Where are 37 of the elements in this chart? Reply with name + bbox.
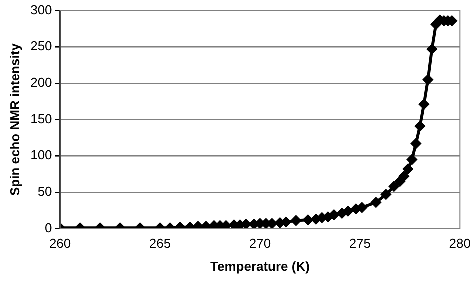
y-tick-label: 100 — [30, 148, 52, 163]
point — [343, 206, 354, 216]
point — [419, 100, 430, 110]
point — [329, 210, 340, 220]
point — [411, 138, 422, 149]
point — [399, 171, 410, 182]
y-axis-title: Spin echo NMR intensity — [7, 42, 22, 196]
point — [407, 154, 418, 165]
point — [303, 215, 314, 226]
x-tick-label: 265 — [149, 236, 172, 252]
x-axis-title: Temperature (K) — [210, 258, 310, 274]
point — [311, 214, 322, 224]
point — [389, 182, 400, 192]
point — [323, 212, 334, 222]
x-tick-label: 275 — [349, 236, 372, 252]
x-tick-label: 260 — [49, 236, 72, 252]
x-tick-label: 270 — [249, 236, 272, 252]
point — [381, 190, 392, 200]
point — [403, 164, 414, 174]
point — [415, 121, 426, 132]
x-tick-label: 280 — [449, 236, 472, 252]
point — [337, 208, 348, 219]
point — [371, 198, 382, 208]
point — [357, 202, 368, 213]
y-tick-label: 0 — [45, 220, 52, 236]
point — [281, 217, 292, 228]
point — [291, 216, 302, 226]
y-tick-label: 50 — [38, 184, 52, 200]
y-tick-label: 200 — [30, 75, 52, 90]
point — [201, 222, 212, 229]
point — [395, 176, 406, 187]
point — [241, 219, 252, 229]
y-tick-label: 300 — [30, 2, 52, 18]
y-tick-label: 150 — [30, 111, 52, 126]
point — [427, 44, 438, 54]
y-tick-label: 250 — [30, 38, 52, 54]
point — [423, 74, 434, 85]
